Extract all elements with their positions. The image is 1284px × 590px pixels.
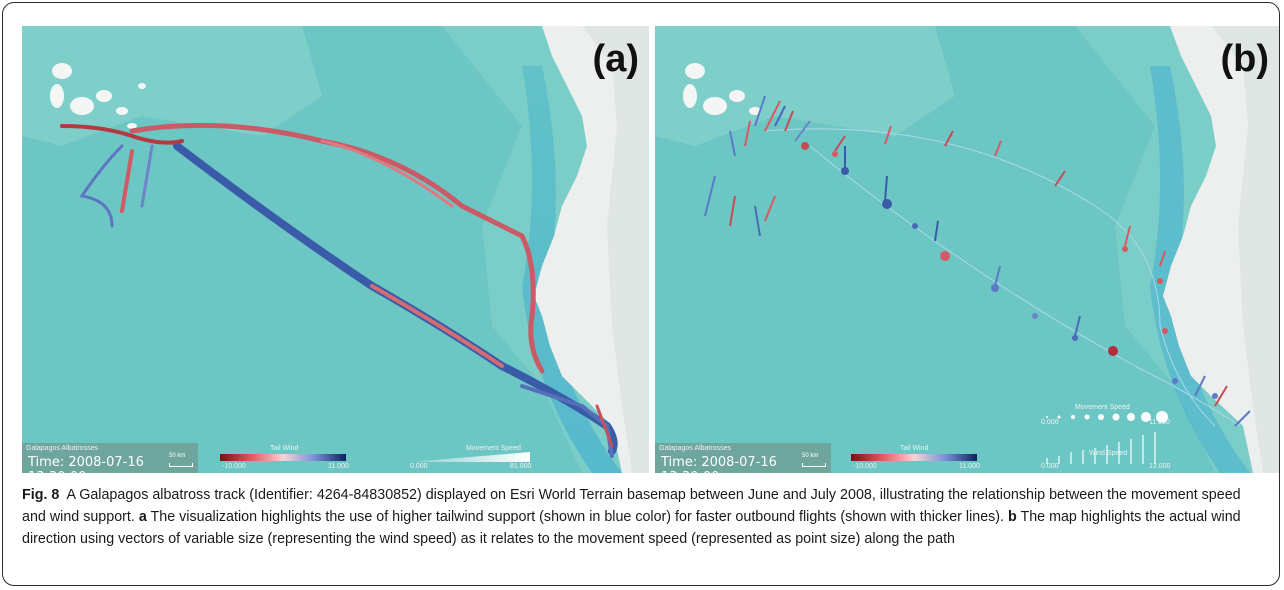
wind-size-legend — [1043, 430, 1173, 464]
wind-legend-title: Wind Speed — [1089, 450, 1127, 457]
map-panel-a: (a) Galapagos Albatrosses Time: 2008-07-… — [22, 26, 649, 473]
tailwind-legend-min: -10.000 — [222, 463, 246, 470]
scale-bar: 50 km — [169, 453, 185, 459]
panel-letter-a: (a) — [593, 38, 639, 81]
time-badge: Galapagos Albatrosses Time: 2008-07-16 1… — [22, 443, 198, 473]
map-a-canvas — [22, 26, 649, 473]
tailwind-color-ramp — [851, 454, 977, 461]
tailwind-legend-min: -10.000 — [853, 463, 877, 470]
tailwind-color-ramp — [220, 454, 346, 461]
tailwind-legend-title: Tail Wind — [270, 445, 298, 452]
wind-legend-max: 12.000 — [1149, 463, 1170, 470]
scale-bar: 50 km — [802, 453, 818, 459]
map-panel-b: (b) Galapagos Albatrosses Time: 2008-07-… — [655, 26, 1279, 473]
time-badge: Galapagos Albatrosses Time: 2008-07-16 1… — [655, 443, 831, 473]
caption-part-a-letter: a — [139, 509, 147, 525]
wind-legend-min: 0.000 — [1041, 463, 1059, 470]
dataset-label: Galapagos Albatrosses — [26, 445, 98, 452]
speed-legend-min: 0.000 — [410, 463, 428, 470]
tailwind-legend-max: 11.000 — [959, 463, 980, 470]
caption-part-a-text: The visualization highlights the use of … — [151, 509, 1005, 525]
movement-legend-max: 11.000 — [1149, 419, 1170, 426]
caption-part-b-letter: b — [1008, 509, 1017, 525]
figure-caption: Fig. 8 A Galapagos albatross track (Iden… — [22, 484, 1262, 550]
map-b-canvas — [655, 26, 1279, 473]
tailwind-legend-title: Tail Wind — [900, 445, 928, 452]
movement-legend-min: 0.000 — [1041, 419, 1059, 426]
speed-legend-max: 81.000 — [510, 463, 531, 470]
speed-legend-title: Movement Speed — [466, 445, 521, 452]
figure-label: Fig. 8 — [22, 487, 59, 503]
tailwind-legend-max: 11.000 — [328, 463, 349, 470]
panel-letter-b: (b) — [1220, 38, 1269, 81]
dataset-label: Galapagos Albatrosses — [659, 445, 731, 452]
